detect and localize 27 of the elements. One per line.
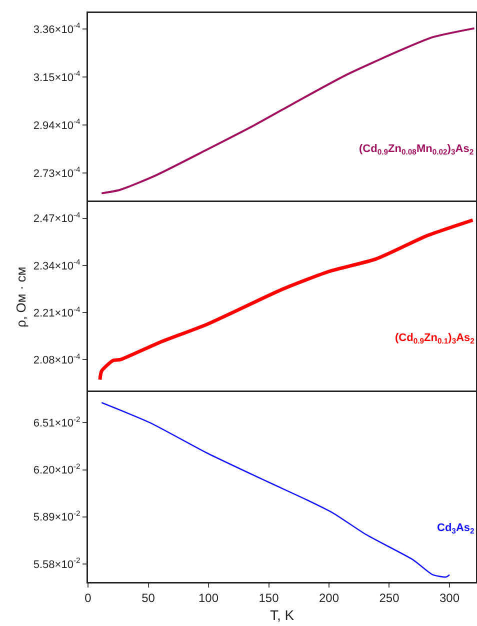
x-axis-title: T, K [270,606,295,623]
text: Cd$_{3}$As$_{2}$ [437,522,474,536]
x-tick-label: 0 [84,590,92,605]
x-tick-label: 250 [379,590,400,605]
x-tick-label: 100 [198,590,219,605]
y-tick-label: 6.51×10$^{-2}$ [33,414,80,430]
y-tick-label: 5.89×10$^{-2}$ [33,509,80,524]
text: (Cd$_{0.9}$Zn$_{0.08}$Mn$_{0.02}$)$_{3}$As$_{2}$ [359,143,474,156]
x-tick-label: 300 [439,590,460,605]
y-tick-label: 5.58×10$^{-2}$ [33,556,80,571]
y-tick-label: 2.94×10$^{-4}$ [33,117,82,132]
line-series [100,402,450,578]
y-tick-label: 3.36×10$^{-4}$ [33,21,82,36]
y-tick-label: 2.73×10$^{-4}$ [33,165,82,180]
y-tick-label: 2.47×10$^{-4}$ [33,210,82,226]
y-tick-label: 2.21×10$^{-4}$ [33,304,82,320]
line-series [100,27,476,194]
text: (Cd$_{0.9}$Zn$_{0.1}$)$_{3}$As$_{2}$ [395,332,474,346]
line-series [98,218,474,382]
x-tick-label: 50 [142,590,156,605]
y-axis-title: ρ, Ом · см [14,266,29,328]
y-tick-label: 6.20×10$^{-2}$ [33,462,80,477]
y-tick-label: 2.34×10$^{-4}$ [33,258,82,272]
y-tick-label: 2.08×10$^{-4}$ [33,352,82,367]
x-tick-label: 150 [258,590,280,605]
x-tick-label: 200 [318,590,340,605]
y-tick-label: 3.15×10$^{-4}$ [33,69,82,84]
